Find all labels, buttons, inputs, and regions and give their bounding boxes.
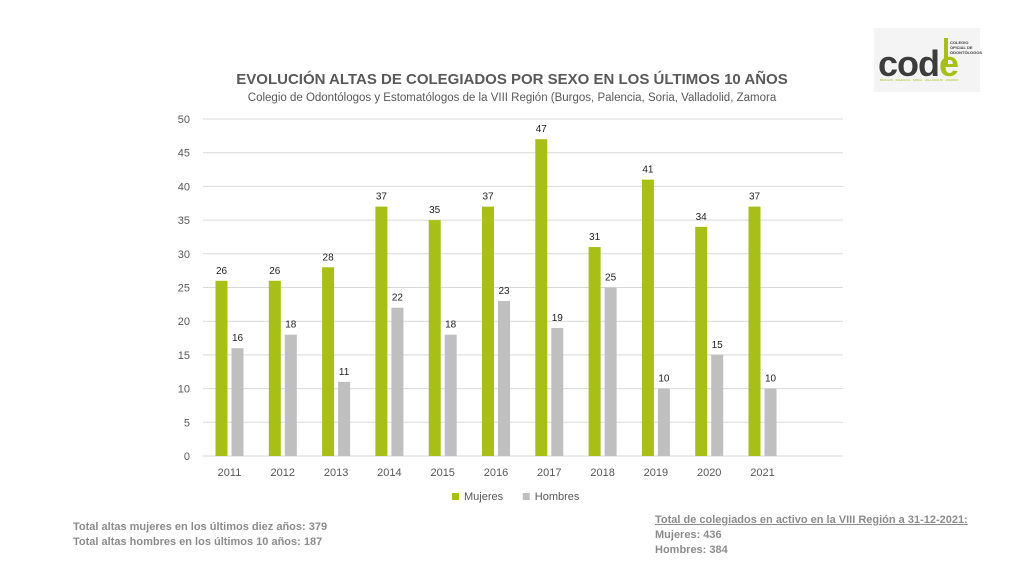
x-tick-label: 2020 xyxy=(697,467,721,479)
gridlines xyxy=(203,118,843,457)
y-tick-label: 5 xyxy=(184,417,190,429)
bar-hombres xyxy=(551,327,564,456)
bar-hombres xyxy=(498,300,510,456)
bar-hombres xyxy=(711,354,724,456)
y-tick-label: 45 xyxy=(178,148,190,160)
bar-hombres xyxy=(764,388,777,456)
data-label: 26 xyxy=(269,266,281,277)
y-tick-label: 40 xyxy=(178,181,190,193)
bar-hombres xyxy=(657,388,670,456)
x-tick-label: 2013 xyxy=(324,467,348,479)
data-label: 26 xyxy=(216,266,228,277)
y-tick-label: 0 xyxy=(184,451,190,463)
logo-accent-bar xyxy=(944,38,948,66)
y-axis: 0 5 10 15 20 25 30 35 40 45 50 xyxy=(178,114,190,463)
bar-mujeres xyxy=(641,179,654,456)
x-tick-label: 2011 xyxy=(218,467,242,479)
data-label: 16 xyxy=(232,333,244,344)
data-label: 19 xyxy=(552,313,564,324)
data-label: 37 xyxy=(376,192,388,203)
logo-word-co: co xyxy=(878,43,919,84)
chart-title: EVOLUCIÓN ALTAS DE COLEGIADOS POR SEXO E… xyxy=(236,70,787,88)
logo-cities: BURGOS · PALENCIA · SORIA · VALLADOLID ·… xyxy=(880,78,959,82)
data-label: 10 xyxy=(765,374,777,385)
bar-mujeres xyxy=(482,206,494,456)
y-tick-label: 15 xyxy=(178,350,190,362)
logo-caption: COLEGIO OFICIAL DE ODONTÓLOGOS xyxy=(950,40,982,55)
data-label: 37 xyxy=(749,192,761,203)
data-label: 23 xyxy=(498,286,510,297)
x-tick-label: 2016 xyxy=(484,467,508,479)
code-logo: code COLEGIO OFICIAL DE ODONTÓLOGOS BURG… xyxy=(874,28,982,92)
bar-mujeres xyxy=(375,206,388,456)
bar-hombres xyxy=(338,381,351,456)
data-label: 47 xyxy=(536,124,548,135)
y-tick-label: 25 xyxy=(178,283,190,295)
legend: Mujeres Hombres xyxy=(452,491,580,503)
x-tick-label: 2019 xyxy=(644,467,668,479)
data-label: 25 xyxy=(605,273,617,284)
women-total-text: Total altas mujeres en los últimos diez … xyxy=(73,521,328,533)
data-label: 18 xyxy=(445,320,457,331)
bar-hombres xyxy=(284,334,297,456)
data-label: 10 xyxy=(658,374,670,385)
footer-left: Total altas mujeres en los últimos diez … xyxy=(73,520,327,550)
bar-mujeres xyxy=(535,139,548,456)
legend-swatch-hombres xyxy=(522,493,530,500)
data-label: 18 xyxy=(285,320,297,331)
legend-label-mujeres: Mujeres xyxy=(464,491,504,503)
bar-mujeres xyxy=(322,267,335,456)
x-tick-label: 2015 xyxy=(430,467,454,479)
x-tick-label: 2021 xyxy=(750,467,774,479)
footer-right: Total de colegiados en activo en la VIII… xyxy=(655,513,968,558)
data-label: 15 xyxy=(712,340,724,351)
bar-mujeres xyxy=(215,280,228,456)
logo-wordmark: code xyxy=(878,43,959,84)
active-men-text: Hombres: 384 xyxy=(655,544,728,556)
legend-swatch-mujeres xyxy=(452,493,459,500)
bar-mujeres xyxy=(268,280,281,456)
data-label: 11 xyxy=(339,367,350,378)
logo-word-d: d xyxy=(918,43,940,84)
bar-mujeres xyxy=(428,220,441,456)
data-label: 22 xyxy=(392,293,404,304)
x-tick-label: 2018 xyxy=(590,467,614,479)
legend-label-hombres: Hombres xyxy=(535,491,580,503)
data-label: 34 xyxy=(696,212,708,223)
x-tick-label: 2012 xyxy=(271,467,295,479)
logo-word-e: e xyxy=(939,43,959,84)
bar-mujeres xyxy=(748,206,761,456)
x-axis: 2011 2012 2013 2014 2015 2016 2017 2018 2019 2020… xyxy=(218,467,775,479)
data-label: 41 xyxy=(642,165,654,176)
active-heading: Total de colegiados en activo en la VIII… xyxy=(655,514,968,526)
bar-mujeres xyxy=(695,226,708,456)
x-tick-label: 2014 xyxy=(377,467,401,479)
y-tick-label: 35 xyxy=(178,215,190,227)
y-tick-label: 20 xyxy=(178,316,190,328)
data-label: 28 xyxy=(323,252,335,263)
bar-hombres xyxy=(391,307,404,456)
men-total-text: Total altas hombres en los últimos 10 añ… xyxy=(73,536,323,548)
bar-hombres xyxy=(231,348,244,456)
data-label: 37 xyxy=(482,192,494,203)
bars: 26 16 26 18 28 11 37 22 35 18 37 23 47 19 31 25 41 10 34 15… xyxy=(215,124,777,456)
chart-subtitle: Colegio de Odontólogos y Estomatólogos d… xyxy=(248,92,777,104)
bar-hombres xyxy=(444,334,457,456)
bar-mujeres xyxy=(588,247,601,456)
data-label: 35 xyxy=(429,205,441,216)
y-tick-label: 50 xyxy=(178,114,190,126)
bar-hombres xyxy=(604,287,617,456)
y-tick-label: 10 xyxy=(178,384,190,396)
active-women-text: Mujeres: 436 xyxy=(655,529,722,541)
x-tick-label: 2017 xyxy=(537,467,561,479)
y-tick-label: 30 xyxy=(178,249,190,261)
data-label: 31 xyxy=(589,232,601,243)
